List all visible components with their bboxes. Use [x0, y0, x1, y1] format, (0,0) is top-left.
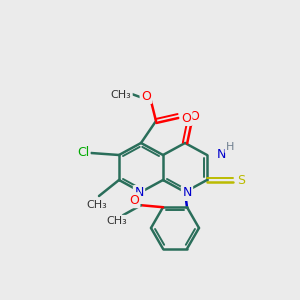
Text: O: O: [129, 194, 139, 207]
Text: N: N: [216, 148, 226, 160]
Text: O: O: [181, 112, 191, 124]
Text: O: O: [189, 110, 199, 124]
Text: CH₃: CH₃: [106, 216, 128, 226]
Text: S: S: [237, 173, 245, 187]
Text: O: O: [141, 89, 151, 103]
Text: N: N: [182, 187, 192, 200]
Text: CH₃: CH₃: [87, 200, 107, 210]
Text: CH₃: CH₃: [111, 90, 131, 100]
Text: H: H: [226, 142, 234, 152]
Text: N: N: [134, 187, 144, 200]
Text: Cl: Cl: [77, 146, 89, 160]
